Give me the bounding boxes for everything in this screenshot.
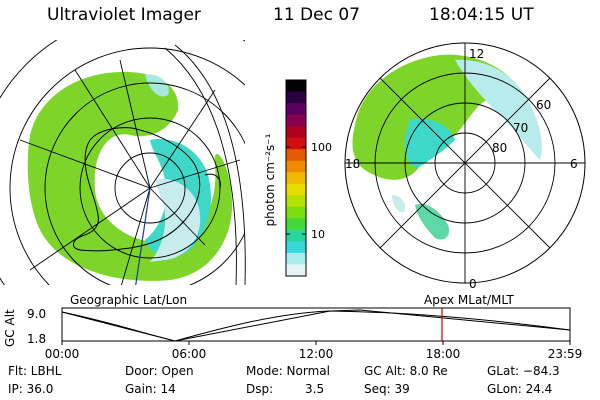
colorbar-segment: [286, 218, 306, 231]
mlt-label-6: 6: [570, 157, 578, 171]
colorbar-segment: [286, 91, 306, 104]
colorbar-strip: [286, 80, 306, 277]
timeline-xtick-0000: 00:00: [45, 347, 80, 361]
geo-aurora-patch: [145, 74, 169, 97]
timeline-ytick-9: 9.0: [27, 307, 46, 321]
mlat-label-70: 70: [513, 121, 528, 135]
geo-coastline: [73, 127, 201, 252]
geo-aurora-green: [27, 71, 233, 281]
info-mode: Mode: Normal: [246, 364, 330, 378]
geo-aurora-haze: [150, 179, 201, 262]
instrument-title: Ultraviolet Imager: [47, 5, 201, 25]
mlt-label-12: 12: [469, 47, 484, 61]
mlat-label-60: 60: [536, 98, 551, 112]
mlt-label-18: 18: [345, 157, 360, 171]
colorbar-segment: [286, 149, 306, 162]
colorbar-segment: [286, 252, 306, 265]
colorbar-segment: [286, 206, 306, 219]
colorbar-unit-label: photon cm⁻²s⁻¹: [263, 133, 277, 226]
info-gain: Gain: 14: [125, 382, 176, 396]
colorbar-segment: [286, 103, 306, 116]
colorbar-segment: [286, 160, 306, 173]
info-dsp-value: 3.5: [305, 382, 325, 396]
polar-aurora-cyan: [404, 118, 455, 168]
colorbar-segment: [286, 264, 306, 277]
polar-aurora-haze: [455, 59, 542, 160]
timeline-xtick-0600: 06:00: [172, 347, 207, 361]
colorbar-segment: [286, 172, 306, 185]
info-glon: GLon: 24.4: [487, 382, 553, 396]
colorbar-segment: [286, 183, 306, 196]
mlt-label-0: 0: [469, 277, 477, 291]
info-flt: Flt: LBHL: [8, 364, 62, 378]
polar-aurora-patch: [415, 203, 450, 240]
colorbar-segment: [286, 80, 306, 93]
time-text: 18:04:15 UT: [429, 5, 534, 25]
info-glat: GLat: −84.3: [487, 364, 560, 378]
colorbar-segment: [286, 114, 306, 127]
colorbar-segment: [286, 126, 306, 139]
mlat-label-80: 80: [492, 141, 507, 155]
colorbar-segment: [286, 229, 306, 242]
polar-map-label: Apex MLat/MLT: [424, 293, 514, 307]
geo-aurora-gap: [99, 140, 170, 227]
altitude-curve-smooth: [61, 310, 571, 342]
colorbar-tick-100: 100: [311, 141, 332, 154]
colorbar-segment: [286, 195, 306, 208]
timeline-ylabel: GC Alt: [3, 309, 17, 347]
colorbar-tick-10: 10: [311, 228, 325, 241]
timeline-xtick-1800: 18:00: [426, 347, 461, 361]
altitude-curve: [61, 309, 571, 342]
colorbar-segment: [286, 137, 306, 150]
info-gcalt: GC Alt: 8.0 Re: [364, 364, 448, 378]
info-seq: Seq: 39: [364, 382, 410, 396]
info-dsp-label: Dsp:: [246, 382, 274, 396]
date-text: 11 Dec 07: [273, 5, 360, 25]
info-door: Door: Open: [125, 364, 194, 378]
colorbar-segment: [286, 241, 306, 254]
timeline-xtick-1200: 12:00: [299, 347, 334, 361]
polar-aurora-haze-2: [392, 195, 406, 213]
geo-map-label: Geographic Lat/Lon: [70, 293, 188, 307]
timeline-xtick-2359: 23:59: [548, 347, 583, 361]
timeline-ytick-1.8: 1.8: [27, 332, 46, 346]
info-ip: IP: 36.0: [8, 382, 54, 396]
